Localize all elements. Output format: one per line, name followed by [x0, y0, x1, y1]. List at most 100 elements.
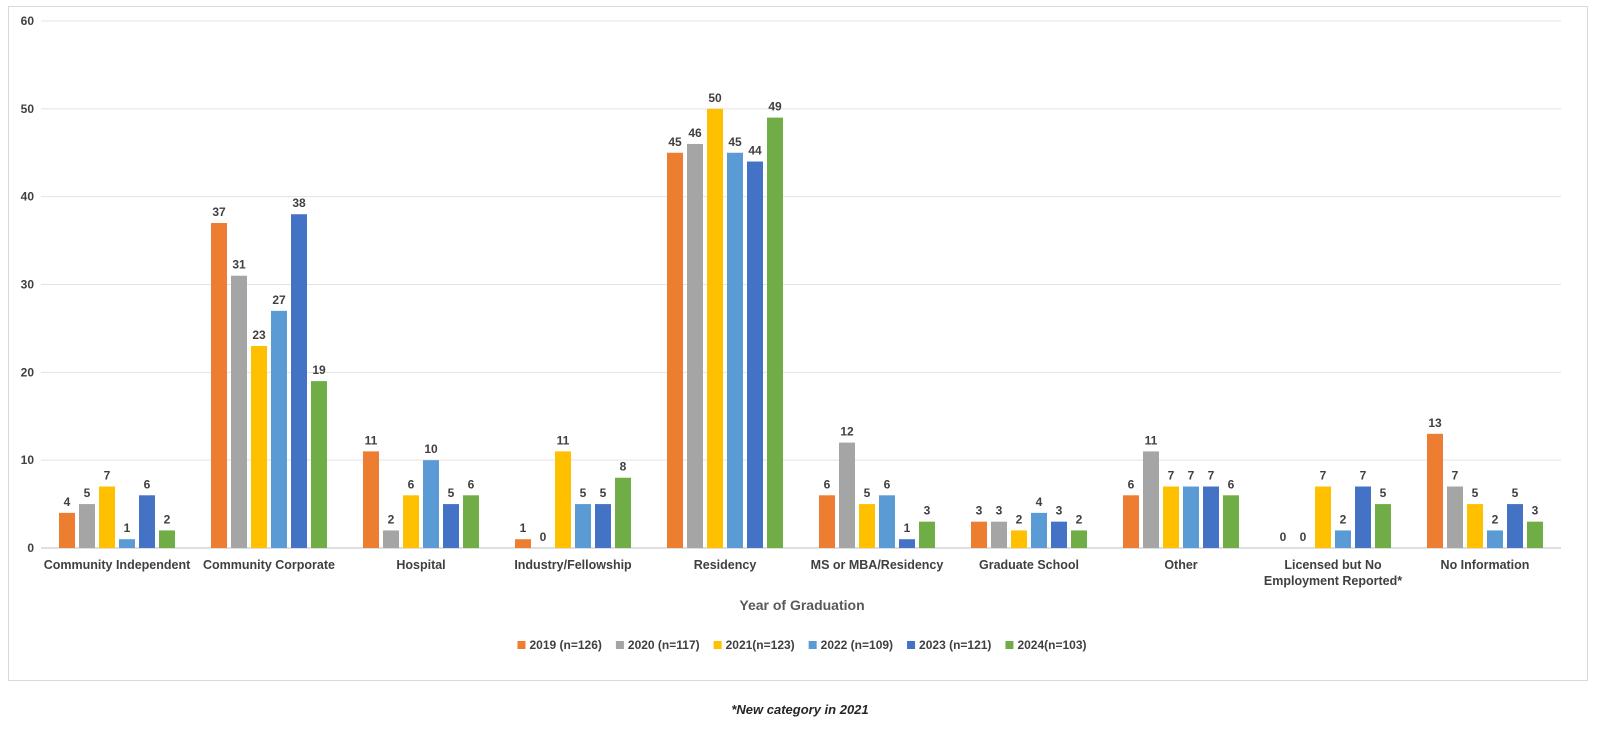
bar [1335, 530, 1351, 548]
data-label: 1 [904, 521, 911, 535]
data-label: 3 [1532, 504, 1539, 518]
data-label: 6 [1228, 477, 1235, 491]
y-tick-label: 30 [21, 278, 35, 292]
legend-item: 2021(n=123) [713, 638, 795, 652]
legend-item: 2024(n=103) [1005, 638, 1086, 652]
data-label: 1 [520, 521, 527, 535]
legend-swatch [517, 641, 526, 649]
bar [879, 495, 895, 548]
data-label: 45 [668, 135, 682, 149]
data-label: 4 [64, 495, 71, 509]
category-label: Industry/Fellowship [514, 558, 632, 572]
data-label: 5 [580, 486, 587, 500]
legend-swatch [713, 641, 722, 649]
bar [79, 504, 95, 548]
legend-item: 2022 (n=109) [808, 638, 893, 652]
bar [271, 310, 287, 548]
category-label-line: Hospital [396, 558, 445, 572]
data-label: 2 [1492, 512, 1499, 526]
bar [311, 381, 327, 548]
y-tick-label: 50 [21, 102, 35, 116]
bar [1427, 433, 1443, 548]
data-label: 10 [424, 442, 438, 456]
data-label: 31 [232, 258, 246, 272]
data-label: 38 [292, 196, 306, 210]
data-label: 7 [1360, 469, 1367, 483]
bar [231, 275, 247, 548]
category-label: MS or MBA/Residency [811, 558, 944, 572]
bar [159, 530, 175, 548]
data-label: 5 [600, 486, 607, 500]
data-label: 11 [365, 433, 378, 447]
bar [1203, 486, 1219, 548]
bar [1487, 530, 1503, 548]
category-label: Community Independent [44, 558, 191, 572]
bar [1223, 495, 1239, 548]
legend-swatch [907, 641, 916, 649]
bar [463, 495, 479, 548]
data-label: 6 [884, 477, 891, 491]
bar [251, 345, 267, 548]
bar [119, 539, 135, 548]
data-label: 23 [252, 328, 266, 342]
data-label: 3 [1056, 504, 1063, 518]
bar [667, 152, 683, 548]
bar [595, 504, 611, 548]
bar [575, 504, 591, 548]
data-label: 5 [864, 486, 871, 500]
y-axis-ticks: 0 10 20 30 40 50 60 [21, 14, 35, 555]
footnote: *New category in 2021 [731, 702, 869, 717]
category-label-line: Employment Reported* [1264, 574, 1402, 588]
bar [291, 214, 307, 548]
bar [59, 512, 75, 548]
category-label-line: Industry/Fellowship [514, 558, 632, 572]
data-label: 37 [212, 205, 226, 219]
bar [1071, 530, 1087, 548]
bars [59, 108, 1543, 549]
legend-label: 2019 (n=126) [530, 638, 602, 652]
bar [819, 495, 835, 548]
legend-item: 2023 (n=121) [907, 638, 991, 652]
data-label: 12 [840, 425, 854, 439]
category-label: Licensed but No Employment Reported* [1264, 558, 1402, 588]
legend-label: 2024(n=103) [1017, 638, 1086, 652]
category-label: Residency [694, 558, 757, 572]
data-label: 7 [104, 469, 111, 483]
data-label: 13 [1428, 416, 1442, 430]
bar [423, 460, 439, 548]
data-label: 11 [557, 433, 570, 447]
legend-item: 2020 (n=117) [615, 638, 700, 652]
category-label: Graduate School [979, 558, 1079, 572]
bar [859, 504, 875, 548]
data-label: 4 [1036, 495, 1043, 509]
data-label: 5 [1472, 486, 1479, 500]
category-label: Hospital [396, 558, 445, 572]
data-label: 3 [976, 504, 983, 518]
data-label: 6 [468, 477, 475, 491]
data-label: 50 [708, 91, 722, 105]
data-label: 2 [1340, 512, 1347, 526]
category-label-line: Graduate School [979, 558, 1079, 572]
y-tick-label: 20 [21, 365, 35, 379]
category-label-line: Licensed but No [1284, 558, 1382, 572]
bar [1447, 486, 1463, 548]
y-tick-label: 10 [21, 453, 35, 467]
y-tick-label: 60 [21, 14, 35, 28]
gridlines [41, 20, 1561, 549]
data-label: 6 [408, 477, 415, 491]
category-label: Other [1164, 558, 1197, 572]
category-label-line: No Information [1441, 558, 1530, 572]
data-label: 3 [996, 504, 1003, 518]
bar [899, 539, 915, 548]
data-label: 2 [1016, 512, 1023, 526]
bar [991, 521, 1007, 548]
legend-label: 2022 (n=109) [821, 638, 893, 652]
data-label: 49 [768, 100, 782, 114]
legend-label: 2021(n=123) [726, 638, 795, 652]
bar [1315, 486, 1331, 548]
data-label: 2 [388, 512, 395, 526]
bar [139, 495, 155, 548]
data-label: 2 [1076, 512, 1083, 526]
